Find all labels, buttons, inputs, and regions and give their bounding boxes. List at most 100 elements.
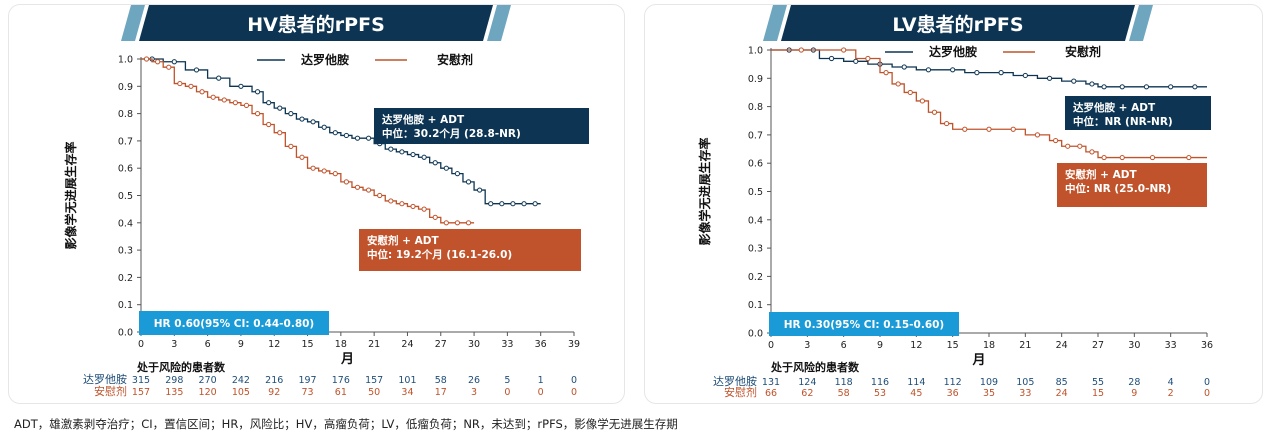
censor-mark-0 xyxy=(1168,84,1174,90)
risk-value-1: 15 xyxy=(1092,388,1104,399)
x-tick-label: 30 xyxy=(468,339,480,350)
x-tick-label: 3 xyxy=(171,339,177,350)
censor-mark-0 xyxy=(1022,72,1028,79)
y-tick-label: 0.7 xyxy=(748,130,763,141)
censor-mark-1 xyxy=(143,56,150,62)
x-tick-label: 21 xyxy=(368,339,380,350)
x-tick-label: 18 xyxy=(983,340,995,351)
legend-label-placebo: 安慰剂 xyxy=(437,52,473,67)
hr-text: HR 0.60(95% CI: 0.44-0.80) xyxy=(154,318,314,330)
y-tick-label: 0.8 xyxy=(748,102,763,113)
x-tick-label: 33 xyxy=(1165,340,1177,351)
censor-mark-1 xyxy=(841,47,847,53)
censor-mark-0 xyxy=(171,59,177,65)
hr-box xyxy=(769,312,959,336)
y-tick-label: 1.0 xyxy=(748,46,763,57)
median-box-title-1: 安慰剂 + ADT xyxy=(367,234,439,247)
censor-mark-0 xyxy=(477,187,483,193)
x-tick-label: 18 xyxy=(335,339,347,350)
censor-mark-0 xyxy=(974,70,980,76)
lv-rpfs-panel: LV患者的rPFS 0.0 0.1 0.2 0.3 0.4 0.5 0.6 0.7 0.8 0.9 1… xyxy=(644,4,1263,404)
risk-value-0: 58 xyxy=(435,375,447,386)
censor-mark-0 xyxy=(332,130,338,136)
risk-value-1: 0 xyxy=(1204,388,1210,399)
censor-mark-1 xyxy=(962,126,968,132)
censor-mark-0 xyxy=(532,201,538,207)
y-tick-label: 0.3 xyxy=(748,244,763,255)
risk-row-label-1: 安慰剂 xyxy=(94,384,127,398)
risk-value-0: 28 xyxy=(1128,377,1140,388)
risk-value-1: 2 xyxy=(1168,388,1174,399)
censor-mark-1 xyxy=(243,102,250,109)
censor-mark-1 xyxy=(288,143,294,149)
censor-mark-1 xyxy=(221,97,227,103)
risk-value-1: 0 xyxy=(504,387,510,398)
y-axis-label: 影像学无进展生存率 xyxy=(697,137,712,245)
censor-mark-0 xyxy=(499,201,505,207)
x-tick-label: 27 xyxy=(435,339,447,350)
risk-value-0: 105 xyxy=(1016,377,1034,388)
censor-mark-1 xyxy=(1034,132,1041,138)
y-tick-label: 0.0 xyxy=(748,329,763,340)
x-tick-label: 36 xyxy=(535,339,547,350)
risk-value-1: 45 xyxy=(910,388,922,399)
footnote: ADT，雄激素剥夺治疗；CI，置信区间；HR，风险比；HV，高瘤负荷；LV，低瘤… xyxy=(14,417,678,431)
censor-mark-1 xyxy=(443,220,449,226)
censor-mark-0 xyxy=(828,55,835,62)
risk-value-1: 92 xyxy=(268,387,280,398)
censor-mark-1 xyxy=(421,206,427,212)
risk-value-1: 36 xyxy=(947,388,959,399)
banner-accent-right xyxy=(487,5,511,41)
risk-value-1: 0 xyxy=(538,387,544,398)
x-tick-label: 12 xyxy=(268,339,280,350)
censor-mark-0 xyxy=(421,154,427,160)
median-box-1 xyxy=(1057,163,1207,207)
censor-mark-0 xyxy=(321,124,327,130)
y-tick-label: 0.5 xyxy=(118,191,133,202)
censor-mark-0 xyxy=(1046,75,1053,81)
y-tick-label: 0.1 xyxy=(118,300,133,311)
x-tick-label: 39 xyxy=(568,339,580,350)
median-box-value-0: 中位：NR (NR-NR) xyxy=(1073,115,1173,128)
km-curve-0 xyxy=(771,49,1207,88)
censor-mark-0 xyxy=(366,135,372,141)
x-tick-label: 12 xyxy=(910,340,922,351)
x-tick-label: 6 xyxy=(841,340,847,351)
censor-mark-0 xyxy=(343,132,349,139)
risk-value-0: 298 xyxy=(165,375,183,386)
risk-value-1: 105 xyxy=(232,387,250,398)
x-tick-label: 0 xyxy=(768,340,774,351)
censor-mark-0 xyxy=(277,105,283,111)
y-tick-label: 0.1 xyxy=(748,300,763,311)
censor-mark-1 xyxy=(332,171,338,177)
hv-rpfs-panel: HV患者的rPFS 0.0 0.1 0.2 0.3 0.4 0.5 0.6 0.7 0.8 0.9 1… xyxy=(8,4,625,404)
censor-mark-0 xyxy=(410,151,416,158)
x-tick-label: 9 xyxy=(877,340,883,351)
x-tick-label: 36 xyxy=(1201,340,1213,351)
chart-title-banner xyxy=(781,5,1135,41)
censor-mark-1 xyxy=(410,203,416,210)
median-box-1 xyxy=(359,229,581,271)
censor-mark-1 xyxy=(865,55,871,62)
y-tick-label: 0.8 xyxy=(118,109,133,120)
censor-mark-0 xyxy=(510,201,516,207)
risk-value-0: 176 xyxy=(332,375,350,386)
x-axis-label: 月 xyxy=(971,353,985,368)
censor-mark-1 xyxy=(1077,143,1083,149)
censor-mark-1 xyxy=(944,120,950,127)
risk-table-title: 处于风险的患者数 xyxy=(136,360,226,374)
risk-value-1: 135 xyxy=(165,387,183,398)
risk-value-1: 61 xyxy=(335,387,347,398)
censor-mark-0 xyxy=(432,160,438,166)
censor-mark-1 xyxy=(177,80,183,87)
censor-mark-0 xyxy=(1192,84,1198,90)
km-chart-svg: HV患者的rPFS 0.0 0.1 0.2 0.3 0.4 0.5 0.6 0.7 0.8 0.9 1… xyxy=(63,5,589,398)
censor-mark-1 xyxy=(188,83,194,89)
censor-mark-0 xyxy=(238,83,244,89)
risk-table-title: 处于风险的患者数 xyxy=(770,360,860,374)
risk-value-0: 216 xyxy=(265,375,283,386)
risk-value-0: 124 xyxy=(798,377,816,388)
censor-mark-0 xyxy=(1101,84,1107,90)
risk-value-1: 120 xyxy=(199,387,217,398)
censor-mark-1 xyxy=(1089,149,1095,155)
